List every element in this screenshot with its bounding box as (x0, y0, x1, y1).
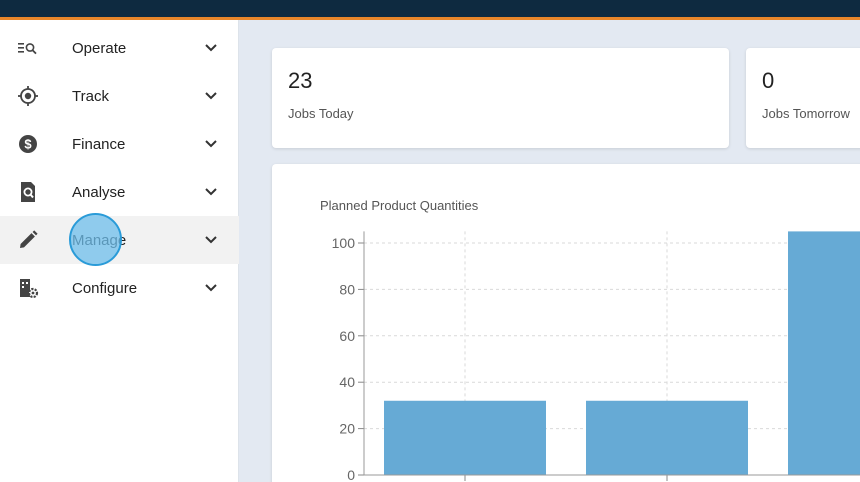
nav-label-track: Track (72, 87, 109, 105)
y-tick-label: 60 (339, 328, 355, 344)
kpi-value-jobs-today: 23 (288, 68, 313, 93)
nav-item-operate[interactable]: Operate (0, 24, 239, 72)
nav-item-finance[interactable]: $ Finance (0, 120, 239, 168)
nav-label-manage: Manage (72, 231, 127, 249)
y-tick-label: 100 (332, 235, 356, 251)
chevron-down-icon[interactable] (203, 89, 219, 103)
bar-chart: 0 20 40 60 80 100 (332, 231, 860, 482)
dollar-circle-icon: $ (16, 134, 40, 154)
kpi-label-jobs-today: Jobs Today (288, 106, 354, 121)
bar (384, 400, 546, 475)
top-bar-accent (0, 17, 860, 20)
crosshair-icon (16, 86, 40, 106)
y-tick-label: 0 (347, 467, 355, 482)
bar (586, 400, 748, 475)
building-gear-icon (16, 278, 40, 299)
kpi-card-jobs-tomorrow[interactable]: 0 Jobs Tomorrow (746, 48, 860, 148)
document-search-icon (16, 182, 40, 202)
nav-label-finance: Finance (72, 135, 126, 153)
y-tick-label: 20 (339, 421, 355, 437)
chevron-down-icon[interactable] (203, 185, 219, 199)
pencil-icon (16, 230, 40, 250)
chevron-down-icon[interactable] (203, 281, 219, 295)
chevron-down-icon[interactable] (203, 233, 219, 247)
nav-item-track[interactable]: Track (0, 72, 239, 120)
chart-card: Planned Product Quantities 0 20 40 60 80 100 (272, 164, 860, 482)
kpi-label-jobs-tomorrow: Jobs Tomorrow (762, 106, 850, 121)
sidebar: Operate Track $ Finance (0, 20, 239, 482)
kpi-card-jobs-today[interactable]: 23 Jobs Today (272, 48, 729, 148)
bar (788, 231, 860, 475)
nav-item-analyse[interactable]: Analyse (0, 168, 239, 216)
chevron-down-icon[interactable] (203, 137, 219, 151)
chevron-down-icon[interactable] (203, 41, 219, 55)
svg-text:$: $ (24, 137, 32, 152)
nav-label-configure: Configure (72, 279, 138, 297)
nav-item-manage[interactable]: Manage (0, 216, 239, 264)
y-tick-label: 80 (339, 281, 355, 297)
top-bar (0, 0, 860, 17)
nav-label-analyse: Analyse (72, 183, 126, 201)
chart-title: Planned Product Quantities (320, 198, 479, 213)
kpi-value-jobs-tomorrow: 0 (762, 68, 775, 93)
y-tick-label: 40 (339, 374, 355, 390)
nav-label-operate: Operate (72, 39, 127, 57)
operate-search-list-icon (16, 38, 40, 58)
nav-item-configure[interactable]: Configure (0, 264, 239, 312)
